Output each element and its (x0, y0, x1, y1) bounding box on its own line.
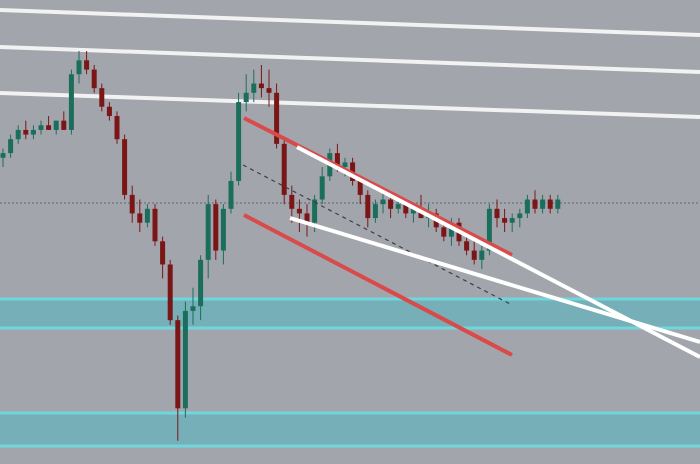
candle-body (486, 208, 492, 251)
trendline (0, 45, 700, 74)
candle-body (479, 250, 485, 260)
candle-body (38, 125, 44, 130)
candle-body (122, 139, 128, 195)
candle-body (228, 180, 234, 209)
candle-body (236, 102, 242, 181)
candle-body (319, 176, 325, 200)
candle-body (304, 213, 310, 223)
candle-body (190, 306, 196, 311)
candle-body (312, 199, 318, 223)
candle-body (68, 74, 74, 130)
candle-body (61, 120, 67, 130)
candle-body (137, 213, 143, 223)
candle-body (357, 180, 363, 195)
candle-body (464, 241, 470, 251)
candle-body (205, 204, 211, 260)
candle-body (144, 208, 150, 223)
candle-body (540, 199, 546, 209)
candle-body (30, 129, 36, 135)
candle-body (91, 69, 97, 89)
candle-body (175, 320, 181, 409)
channel-line (243, 213, 513, 357)
candle-body (129, 194, 135, 214)
candle-body (372, 204, 378, 219)
candle-body (342, 162, 348, 168)
channel-line (243, 116, 513, 257)
candle-body (274, 92, 280, 144)
support-zone (0, 412, 700, 447)
candle-body (494, 208, 500, 219)
candle-body (509, 218, 515, 223)
candle-body (532, 199, 538, 209)
candle-body (258, 83, 264, 89)
trendlines (0, 8, 700, 119)
candle-body (281, 143, 287, 195)
trendline (0, 8, 700, 37)
candle-body (555, 199, 561, 209)
candle-body (114, 116, 120, 140)
candle-body (167, 264, 173, 321)
candle-body (220, 208, 226, 251)
candle-body (53, 120, 59, 130)
mid-line (242, 164, 513, 306)
candle-body (106, 106, 112, 116)
wedge-line (289, 216, 700, 344)
candle-body (517, 213, 523, 219)
candle-body (266, 88, 272, 93)
candle-body (8, 139, 14, 154)
candle-body (410, 208, 416, 214)
candle-body (524, 199, 530, 214)
candle-body (213, 204, 219, 251)
candle-body (23, 129, 29, 135)
candle-body (289, 194, 295, 209)
candle-body (182, 310, 188, 409)
candle-body (0, 153, 6, 158)
candle-body (160, 241, 166, 265)
candle-body (84, 60, 90, 70)
candle-body (365, 194, 371, 219)
candle-body (99, 88, 105, 107)
trendline (0, 91, 700, 119)
candle-body (296, 208, 302, 214)
candle-body (388, 199, 394, 209)
candle-body (395, 204, 401, 209)
candle-body (251, 83, 257, 93)
candle-body (403, 204, 409, 214)
candle-body (380, 199, 386, 205)
candle-body (334, 153, 340, 168)
candle-body (441, 227, 447, 237)
candle-body (502, 218, 508, 223)
pattern-lines (242, 116, 700, 359)
candle-body (547, 199, 553, 209)
candle-body (198, 259, 204, 307)
support-zone (0, 298, 700, 329)
candle-body (15, 129, 21, 140)
candle-body (76, 60, 82, 75)
zones (0, 297, 700, 448)
candle-body (152, 208, 158, 242)
candle-body (243, 92, 249, 103)
candle-body (471, 250, 477, 260)
candle-body (46, 125, 52, 130)
